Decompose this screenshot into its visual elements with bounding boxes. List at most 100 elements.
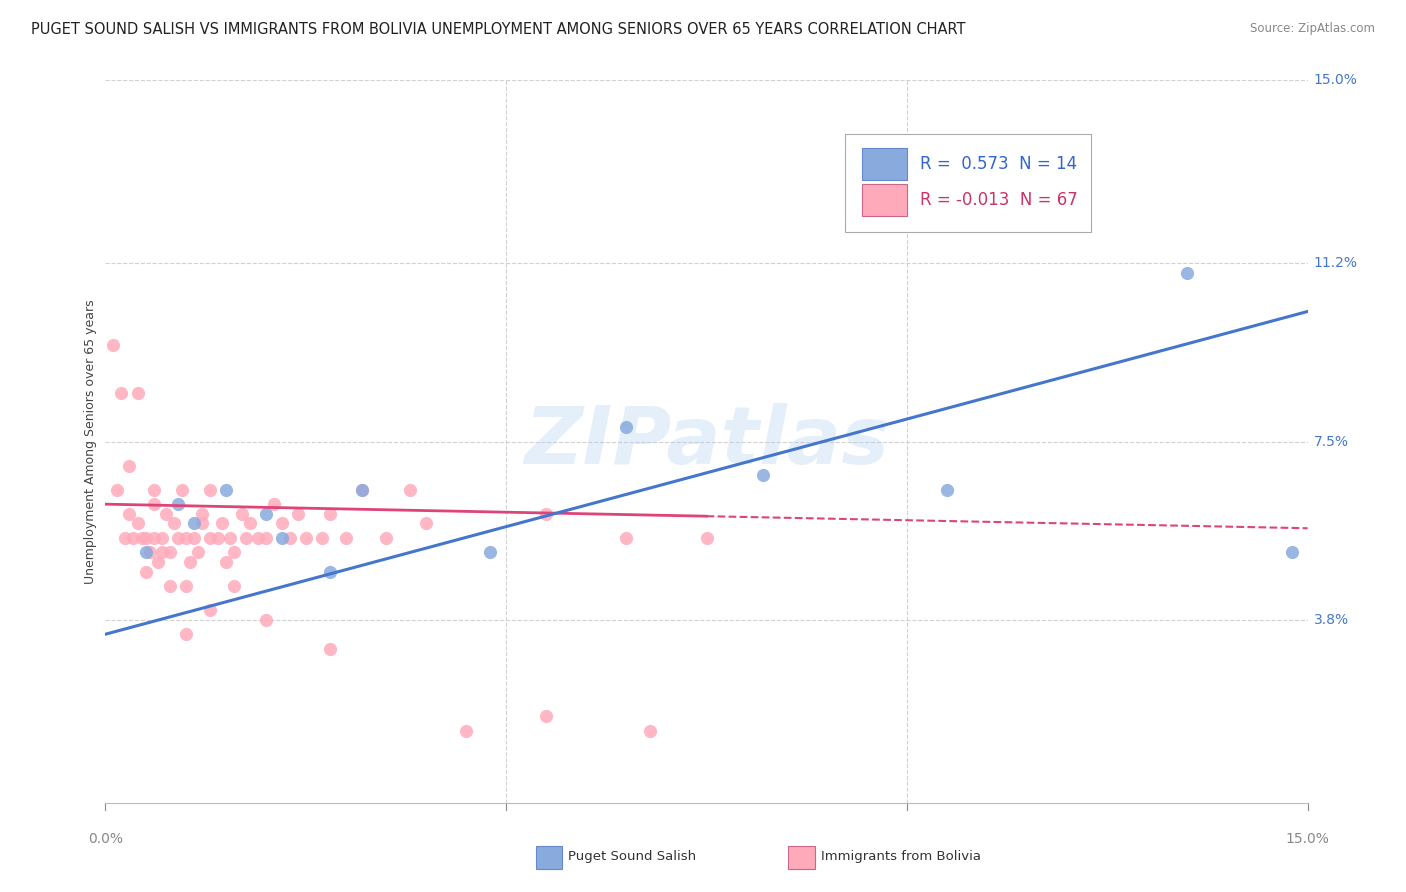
Point: [936, 483, 959, 497]
Point: [179, 555, 201, 569]
Point: [207, 531, 229, 545]
Point: [456, 723, 478, 738]
Point: [118, 458, 141, 473]
Point: [174, 627, 197, 641]
Text: Puget Sound Salish: Puget Sound Salish: [568, 850, 696, 863]
Text: R =  0.573  N = 14: R = 0.573 N = 14: [921, 155, 1077, 173]
FancyBboxPatch shape: [536, 847, 562, 870]
Point: [159, 545, 181, 559]
Point: [170, 483, 193, 497]
Point: [150, 545, 173, 559]
Point: [183, 531, 205, 545]
Point: [1177, 266, 1199, 280]
Point: [142, 531, 165, 545]
Point: [616, 420, 638, 434]
Point: [198, 531, 221, 545]
Point: [350, 483, 373, 497]
Point: [159, 579, 181, 593]
Text: PUGET SOUND SALISH VS IMMIGRANTS FROM BOLIVIA UNEMPLOYMENT AMONG SENIORS OVER 65: PUGET SOUND SALISH VS IMMIGRANTS FROM BO…: [31, 22, 966, 37]
Point: [616, 531, 638, 545]
Text: Immigrants from Bolivia: Immigrants from Bolivia: [821, 850, 981, 863]
Point: [122, 531, 145, 545]
Point: [127, 386, 149, 401]
Point: [187, 545, 209, 559]
Point: [270, 531, 292, 545]
Point: [214, 483, 236, 497]
Point: [319, 507, 342, 521]
Point: [231, 507, 253, 521]
Point: [311, 531, 333, 545]
Point: [536, 709, 558, 723]
Point: [278, 531, 301, 545]
Point: [479, 545, 502, 559]
Point: [222, 579, 245, 593]
Point: [270, 516, 292, 531]
Point: [239, 516, 262, 531]
Point: [415, 516, 437, 531]
Point: [190, 507, 212, 521]
Point: [107, 483, 129, 497]
Point: [110, 386, 132, 401]
Y-axis label: Unemployment Among Seniors over 65 years: Unemployment Among Seniors over 65 years: [84, 299, 97, 584]
Point: [751, 468, 773, 483]
Point: [174, 531, 197, 545]
FancyBboxPatch shape: [789, 847, 814, 870]
FancyBboxPatch shape: [862, 148, 907, 180]
Point: [135, 565, 157, 579]
FancyBboxPatch shape: [862, 185, 907, 216]
Point: [146, 555, 169, 569]
Point: [118, 507, 141, 521]
Point: [696, 531, 718, 545]
Text: 0.0%: 0.0%: [89, 831, 122, 846]
Point: [135, 545, 157, 559]
Point: [218, 531, 240, 545]
Point: [198, 603, 221, 617]
Point: [399, 483, 422, 497]
Point: [214, 555, 236, 569]
Point: [135, 531, 157, 545]
Point: [335, 531, 357, 545]
Text: ZIPatlas: ZIPatlas: [524, 402, 889, 481]
Text: 11.2%: 11.2%: [1313, 256, 1358, 270]
Point: [155, 507, 177, 521]
Point: [319, 565, 342, 579]
Point: [374, 531, 398, 545]
Text: 3.8%: 3.8%: [1313, 613, 1348, 627]
Point: [254, 613, 277, 627]
Point: [211, 516, 233, 531]
Point: [166, 531, 188, 545]
Point: [235, 531, 257, 545]
Point: [222, 545, 245, 559]
Point: [142, 483, 165, 497]
Point: [114, 531, 136, 545]
FancyBboxPatch shape: [845, 135, 1091, 232]
Text: R = -0.013  N = 67: R = -0.013 N = 67: [921, 191, 1078, 210]
Point: [254, 507, 277, 521]
Text: 15.0%: 15.0%: [1313, 73, 1357, 87]
Point: [319, 641, 342, 656]
Point: [254, 531, 277, 545]
Point: [1281, 545, 1303, 559]
Point: [138, 545, 160, 559]
Text: Source: ZipAtlas.com: Source: ZipAtlas.com: [1250, 22, 1375, 36]
Point: [103, 338, 125, 352]
Point: [640, 723, 662, 738]
Text: 7.5%: 7.5%: [1313, 434, 1348, 449]
Point: [127, 516, 149, 531]
Point: [190, 516, 212, 531]
Point: [150, 531, 173, 545]
Point: [295, 531, 318, 545]
Point: [131, 531, 153, 545]
Point: [350, 483, 373, 497]
Point: [183, 516, 205, 531]
Point: [142, 497, 165, 511]
Point: [246, 531, 269, 545]
Point: [166, 497, 188, 511]
Text: 15.0%: 15.0%: [1285, 831, 1330, 846]
Point: [536, 507, 558, 521]
Point: [162, 516, 184, 531]
Point: [287, 507, 309, 521]
Point: [198, 483, 221, 497]
Point: [174, 579, 197, 593]
Point: [263, 497, 285, 511]
